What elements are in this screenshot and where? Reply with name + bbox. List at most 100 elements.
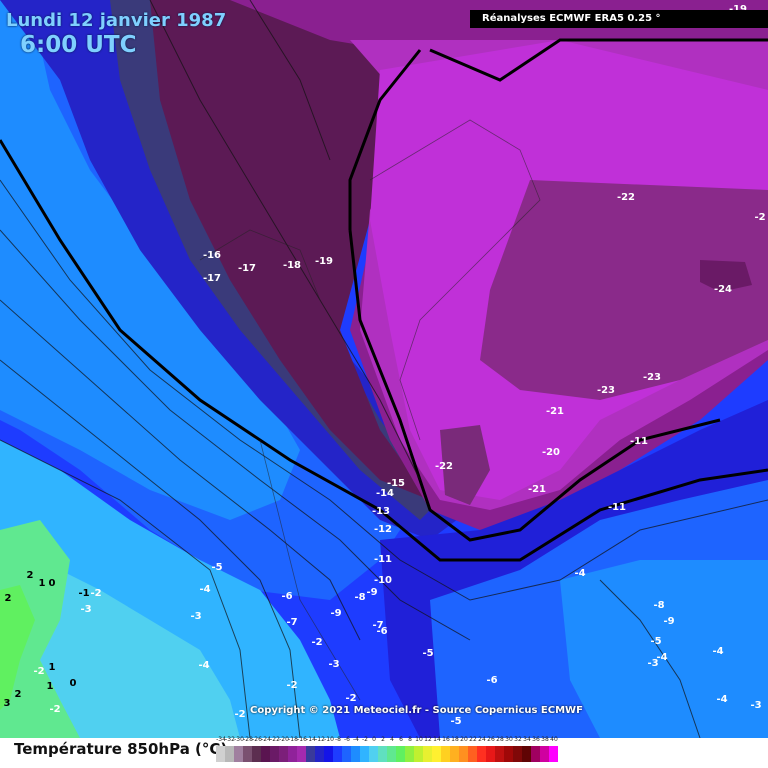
legend-tick-label: -22 [270,736,280,743]
isotherm-label: 0 [49,578,56,589]
legend-swatch [351,746,360,762]
legend-swatch [387,746,396,762]
isotherm-label: 3 [4,698,11,709]
isotherm-label: -23 [643,372,661,383]
isotherm-label: 1 [49,662,56,673]
isotherm-label: -4 [574,568,585,579]
legend-swatch [540,746,549,762]
isotherm-label: -19 [729,4,747,15]
isotherm-label: -11 [374,554,392,565]
isotherm-label: -8 [653,600,664,611]
legend-swatch [459,746,468,762]
isotherm-label: -3 [80,604,91,615]
map-time: 6:00 UTC [20,32,137,58]
legend-tick-label: 38 [541,736,549,743]
isotherm-label: -4 [716,694,727,705]
legend-tick-label: 34 [523,736,531,743]
isotherm-label: 1 [47,681,54,692]
legend-swatch [315,746,324,762]
legend-tick-label: -20 [279,736,289,743]
legend-swatch [405,746,414,762]
isotherm-label: -7 [372,620,383,631]
isotherm-label: -17 [238,263,256,274]
legend-color-bar [216,746,558,762]
isotherm-label: -3 [647,658,658,669]
isotherm-label: -7 [286,617,297,628]
legend-swatch [423,746,432,762]
legend-tick-label: 32 [514,736,522,743]
isotherm-label: -5 [450,716,461,727]
isotherm-label: -21 [528,484,546,495]
isotherm-label: -20 [542,447,560,458]
legend-swatch [243,746,252,762]
isotherm-label: -9 [663,616,674,627]
isotherm-label: -6 [486,675,497,686]
isotherm-label: -6 [281,591,292,602]
isotherm-label: -2 [311,637,322,648]
legend-tick-label: 28 [496,736,504,743]
isotherm-label: -14 [376,488,394,499]
legend-tick-label: 6 [399,736,403,743]
isotherm-label: -6 [376,626,387,637]
legend-swatch [324,746,333,762]
legend-tick-label: 30 [505,736,513,743]
band-green-light [0,585,35,710]
legend-tick-label: 12 [424,736,432,743]
isotherm-label: 2 [27,570,34,581]
thin-isotherms [0,0,768,738]
legend-swatch [288,746,297,762]
isotherm-label: -11 [630,436,648,447]
band-core-cold [480,180,768,400]
isotherm-label: -5 [422,648,433,659]
isotherm-label: -2 [33,666,44,677]
isotherm-label: 2 [5,593,12,604]
isotherm-label: -11 [608,502,626,513]
isotherm-label: -4 [656,652,667,663]
isotherm-label: -2 [754,212,765,223]
isotherm-label: -4 [199,584,210,595]
isotherm-label: -22 [435,461,453,472]
legend-tick-label: -26 [252,736,262,743]
data-source-label: Réanalyses ECMWF ERA5 0.25 ° [470,10,768,28]
copyright-notice: Copyright © 2021 Meteociel.fr - Source C… [250,705,583,716]
isotherm-label: -2 [234,709,245,720]
legend-swatch [504,746,513,762]
thick-isotherms [0,38,768,562]
isotherm-label: -12 [374,524,392,535]
legend-title: Température 850hPa (°C) [14,740,228,758]
band-green [0,520,80,738]
legend-swatch [225,746,234,762]
legend-tick-label: -14 [306,736,316,743]
legend-swatch [333,746,342,762]
legend-tick-label: 14 [433,736,441,743]
isotherm-label: -3 [190,611,201,622]
isotherm-label: -2 [49,704,60,715]
legend-tick-label: -8 [335,736,341,743]
legend-swatch [486,746,495,762]
legend-tick-label: -12 [315,736,325,743]
legend-swatch [549,746,558,762]
isotherm-label: 2 [15,689,22,700]
legend-tick-label: 4 [390,736,394,743]
isotherm-label: -18 [283,260,301,271]
legend-tick-label: 10 [415,736,423,743]
isotherm-label: -24 [714,284,732,295]
legend-tick-label: -18 [288,736,298,743]
legend-swatch [441,746,450,762]
legend-tick-label: -2 [362,736,368,743]
isotherm-label: -17 [203,273,221,284]
isotherm-label: -22 [617,192,635,203]
legend-swatch [252,746,261,762]
isotherm-label: -5 [211,562,222,573]
legend-swatch [279,746,288,762]
band-pocket-cold [440,425,490,505]
legend-swatch [450,746,459,762]
isotherm-label: -2 [286,680,297,691]
legend-tick-label: -32 [225,736,235,743]
isotherm-label: 0 [70,678,77,689]
isotherm-label: -21 [546,406,564,417]
legend-swatch [495,746,504,762]
legend-tick-label: -16 [297,736,307,743]
legend-tick-label: 24 [478,736,486,743]
band-south-blue-light [560,560,768,738]
